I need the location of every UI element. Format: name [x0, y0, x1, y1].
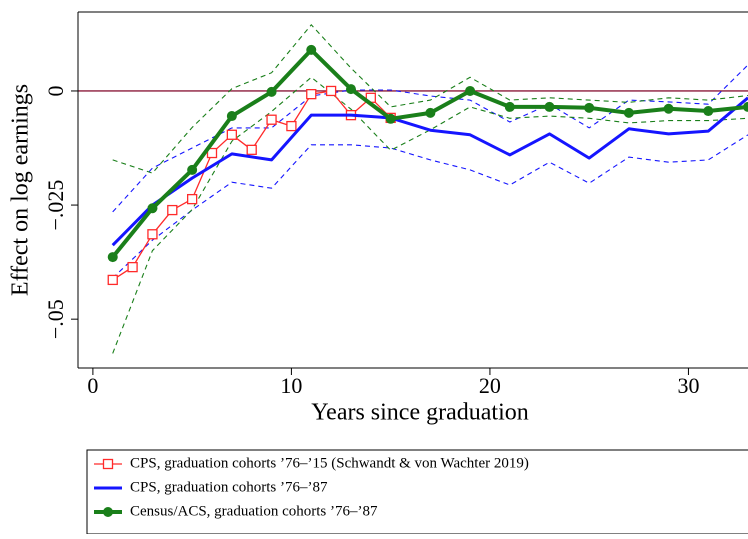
marker [663, 103, 674, 114]
y-tick-label: −.05 [43, 299, 68, 339]
marker [167, 204, 178, 216]
ci-line [112, 76, 748, 354]
series-line [111, 96, 748, 247]
y-tick-label: −.025 [43, 180, 68, 231]
marker [107, 252, 118, 263]
marker [266, 86, 277, 97]
marker [385, 113, 396, 124]
y-tick-label: 0 [43, 85, 68, 96]
marker [504, 101, 515, 112]
x-tick-label: 0 [87, 373, 98, 398]
legend-label: Census/ACS, graduation cohorts ’76–’87 [130, 503, 378, 519]
legend-label: CPS, graduation cohorts ’76–’15 (Schwand… [130, 455, 529, 471]
marker [623, 107, 634, 118]
marker [147, 229, 158, 240]
x-tick-label: 30 [677, 373, 699, 398]
marker [425, 107, 436, 118]
ci-line [112, 23, 748, 174]
marker [286, 120, 297, 132]
marker [186, 193, 198, 205]
marker [544, 101, 555, 112]
marker [226, 111, 237, 122]
marker [465, 85, 476, 96]
y-axis-label: Effect on log earnings [8, 84, 34, 296]
marker [584, 102, 595, 113]
marker [147, 203, 158, 214]
marker [306, 89, 317, 100]
marker [246, 144, 257, 155]
legend-marker [103, 507, 113, 517]
marker [226, 129, 238, 140]
x-axis-label: Years since graduation [311, 400, 529, 426]
legend-marker [102, 458, 114, 470]
marker [266, 114, 277, 125]
legend-label: CPS, graduation cohorts ’76–’87 [130, 479, 328, 495]
marker [107, 274, 118, 286]
marker [703, 106, 714, 117]
marker [127, 261, 138, 273]
marker [345, 84, 356, 95]
ci-line [112, 64, 748, 213]
marker [325, 85, 337, 97]
plot-area [78, 23, 748, 354]
marker [187, 164, 198, 175]
marker [743, 101, 748, 112]
ci-line [112, 134, 748, 279]
x-tick-label: 10 [280, 373, 302, 398]
marker [306, 44, 317, 55]
marker [206, 147, 218, 159]
x-tick-label: 20 [479, 373, 501, 398]
